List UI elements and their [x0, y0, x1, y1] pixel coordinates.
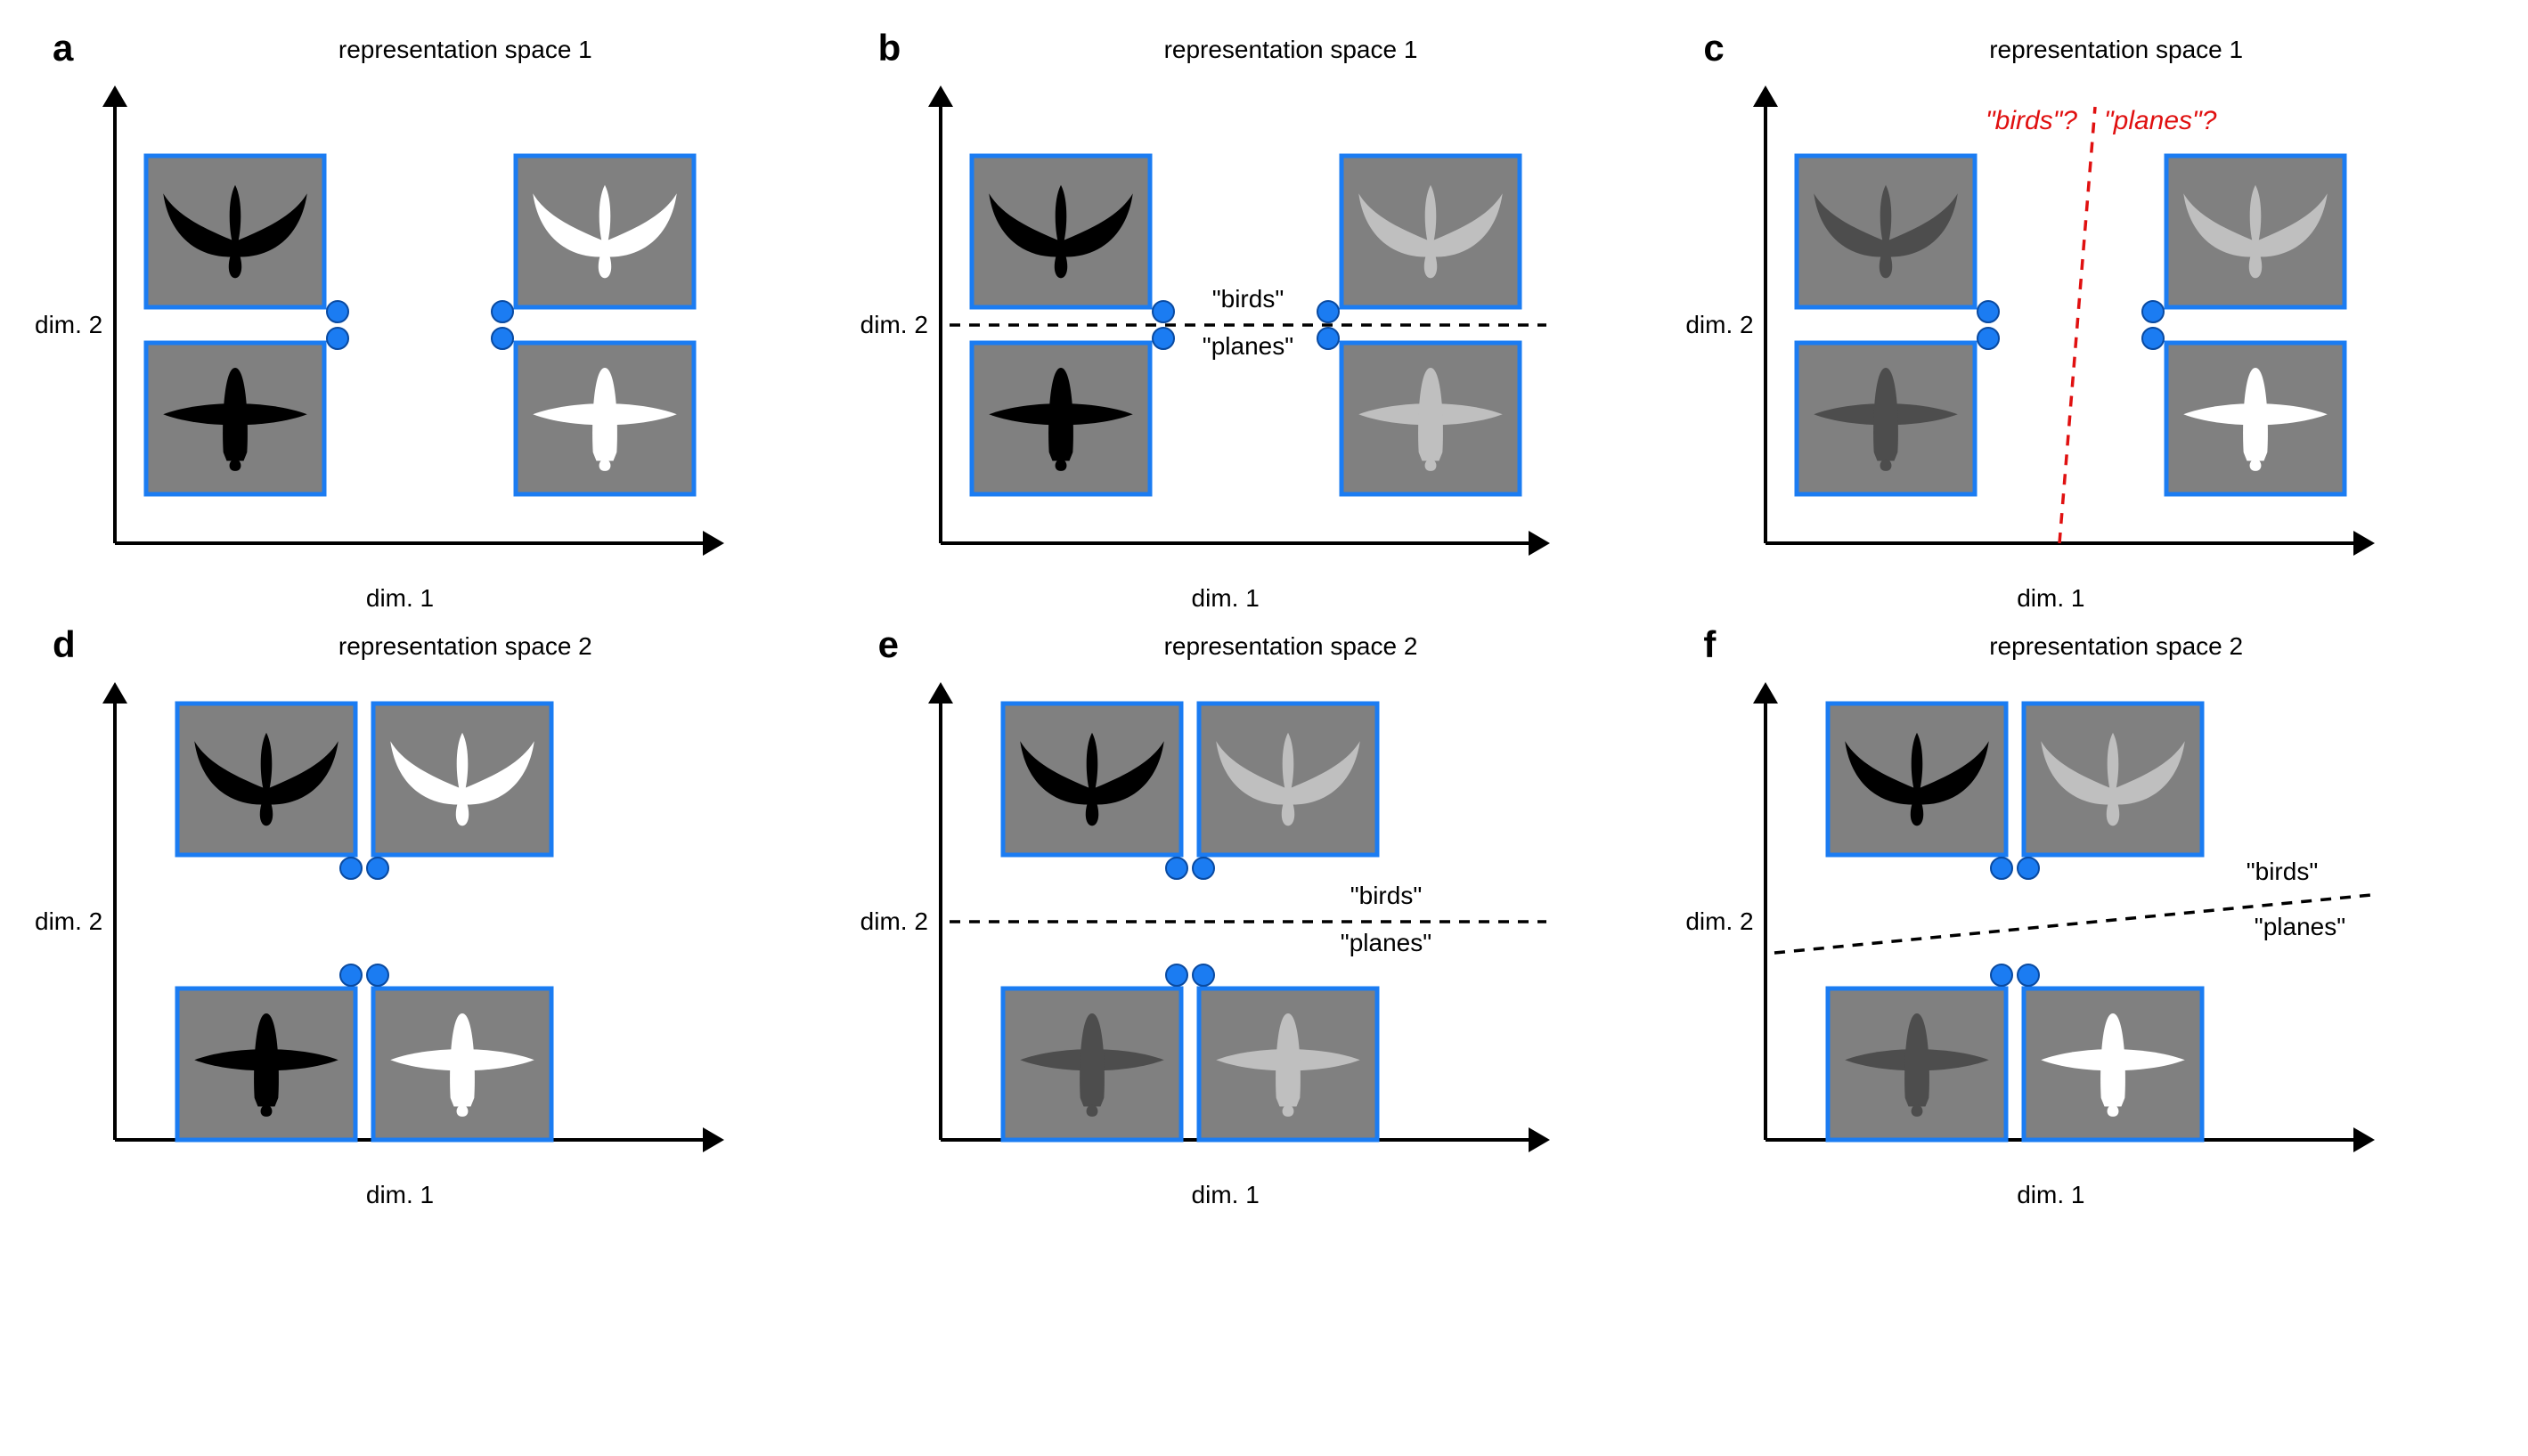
panel-label: a	[53, 27, 73, 69]
x-axis-label: dim. 1	[1192, 584, 1260, 613]
data-point-dot	[367, 964, 388, 986]
data-point-dot	[1978, 328, 1999, 349]
data-point-dot	[1193, 964, 1214, 986]
plot-area: dim. 2dim. 1"birds""planes"	[887, 668, 1564, 1175]
data-point-dot	[327, 328, 348, 349]
panel-label: f	[1703, 623, 1716, 666]
data-point-dot	[2142, 328, 2164, 349]
data-point-dot	[1166, 964, 1187, 986]
plane-tile	[516, 343, 694, 494]
panel-b: brepresentation space 1dim. 2dim. 1"bird…	[887, 36, 1642, 579]
boundary-label: "planes"	[1340, 929, 1431, 956]
data-point-dot	[1317, 301, 1339, 322]
data-point-dot	[2142, 301, 2164, 322]
data-point-dot	[2018, 964, 2039, 986]
panel-title: representation space 1	[115, 36, 816, 64]
bird-tile	[2024, 704, 2202, 855]
decision-boundary	[2059, 107, 2095, 543]
data-point-dot	[367, 858, 388, 879]
x-axis-label: dim. 1	[1192, 1181, 1260, 1209]
boundary-label: "birds"	[1211, 285, 1284, 313]
bird-tile	[516, 156, 694, 307]
plane-tile	[1797, 343, 1975, 494]
boundary-label: "birds"?	[1986, 106, 2077, 135]
plane-tile	[2024, 988, 2202, 1140]
panel-label: d	[53, 623, 76, 666]
bird-tile	[972, 156, 1150, 307]
plane-tile	[1828, 988, 2006, 1140]
plane-tile	[373, 988, 551, 1140]
panel-f: frepresentation space 2dim. 2dim. 1"bird…	[1712, 632, 2467, 1175]
y-axis-label: dim. 2	[1685, 311, 1753, 339]
bird-tile	[146, 156, 324, 307]
panel-label: b	[878, 27, 901, 69]
plane-tile	[1003, 988, 1181, 1140]
data-point-dot	[1978, 301, 1999, 322]
panel-c: crepresentation space 1dim. 2dim. 1"bird…	[1712, 36, 2467, 579]
x-axis-label: dim. 1	[366, 584, 434, 613]
y-axis-label: dim. 2	[860, 311, 928, 339]
boundary-label: "planes"	[2255, 913, 2345, 940]
plot-area: dim. 2dim. 1	[61, 71, 738, 579]
bird-tile	[1341, 156, 1520, 307]
panel-title: representation space 2	[941, 632, 1642, 661]
bird-tile	[1199, 704, 1377, 855]
panel-a: arepresentation space 1dim. 2dim. 1	[61, 36, 816, 579]
data-point-dot	[1991, 964, 2012, 986]
data-point-dot	[340, 858, 362, 879]
plane-tile	[2166, 343, 2345, 494]
bird-tile	[1003, 704, 1181, 855]
x-axis-label: dim. 1	[366, 1181, 434, 1209]
panel-d: drepresentation space 2dim. 2dim. 1	[61, 632, 816, 1175]
plane-tile	[972, 343, 1150, 494]
data-point-dot	[492, 301, 513, 322]
plot-area: dim. 2dim. 1"birds"?"planes"?	[1712, 71, 2389, 579]
panel-e: erepresentation space 2dim. 2dim. 1"bird…	[887, 632, 1642, 1175]
plot-area: dim. 2dim. 1	[61, 668, 738, 1175]
panel-label: c	[1703, 27, 1724, 69]
panel-title: representation space 2	[115, 632, 816, 661]
bird-tile	[1797, 156, 1975, 307]
data-point-dot	[2018, 858, 2039, 879]
data-point-dot	[1193, 858, 1214, 879]
data-point-dot	[1317, 328, 1339, 349]
plane-tile	[146, 343, 324, 494]
panel-title: representation space 1	[941, 36, 1642, 64]
data-point-dot	[1166, 858, 1187, 879]
x-axis-label: dim. 1	[2017, 584, 2084, 613]
data-point-dot	[492, 328, 513, 349]
boundary-label: "birds"	[1350, 882, 1422, 909]
y-axis-label: dim. 2	[860, 907, 928, 936]
bird-tile	[2166, 156, 2345, 307]
bird-tile	[373, 704, 551, 855]
figure-grid: arepresentation space 1dim. 2dim. 1brepr…	[61, 36, 2467, 1175]
boundary-label: "planes"	[1202, 332, 1293, 360]
plane-tile	[1199, 988, 1377, 1140]
plane-tile	[177, 988, 355, 1140]
y-axis-label: dim. 2	[1685, 907, 1753, 936]
data-point-dot	[1153, 301, 1174, 322]
plot-area: dim. 2dim. 1"birds""planes"	[1712, 668, 2389, 1175]
panel-title: representation space 2	[1766, 632, 2467, 661]
panel-label: e	[878, 623, 899, 666]
bird-tile	[177, 704, 355, 855]
y-axis-label: dim. 2	[35, 311, 102, 339]
data-point-dot	[1153, 328, 1174, 349]
plot-area: dim. 2dim. 1"birds""planes"	[887, 71, 1564, 579]
data-point-dot	[1991, 858, 2012, 879]
bird-tile	[1828, 704, 2006, 855]
x-axis-label: dim. 1	[2017, 1181, 2084, 1209]
boundary-label: "birds"	[2247, 858, 2319, 885]
plane-tile	[1341, 343, 1520, 494]
panel-title: representation space 1	[1766, 36, 2467, 64]
data-point-dot	[327, 301, 348, 322]
y-axis-label: dim. 2	[35, 907, 102, 936]
boundary-label: "planes"?	[2104, 106, 2217, 135]
data-point-dot	[340, 964, 362, 986]
